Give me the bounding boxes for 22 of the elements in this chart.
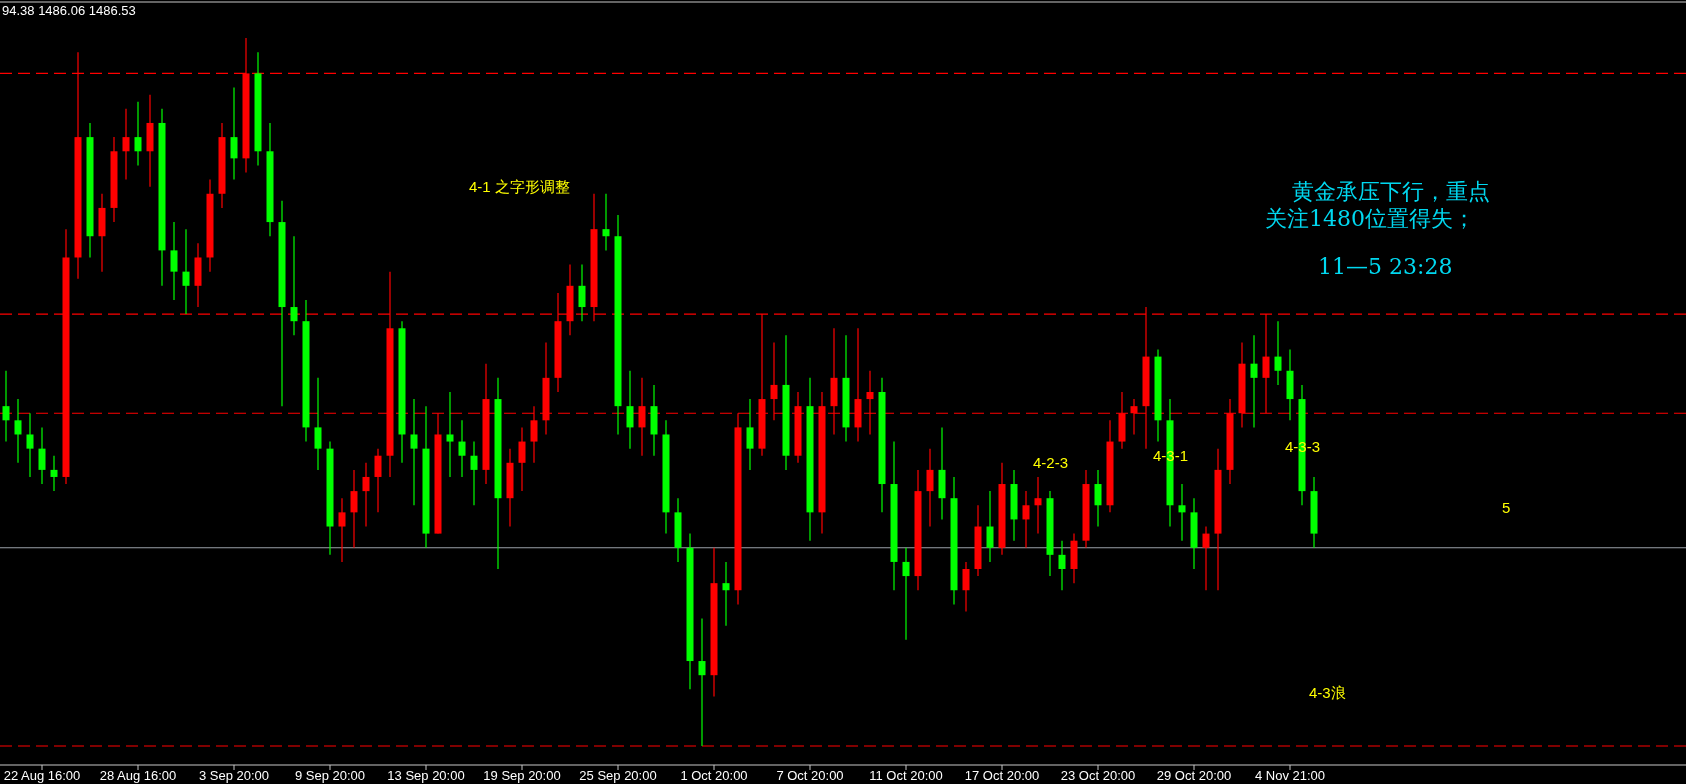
x-tick-label: 22 Aug 16:00 <box>3 768 81 783</box>
annotation: 4-2-3 <box>1033 454 1069 471</box>
annotation: 5 <box>1502 499 1511 516</box>
annotation: 关注1480位置得失； <box>1265 206 1475 231</box>
x-tick-label: 13 Sep 20:00 <box>387 768 465 783</box>
x-tick-label: 7 Oct 20:00 <box>776 768 844 783</box>
x-tick-label: 3 Sep 20:00 <box>198 768 270 783</box>
x-tick-label: 17 Oct 20:00 <box>964 768 1040 783</box>
x-tick-label: 28 Aug 16:00 <box>99 768 177 783</box>
x-tick-label: 11 Oct 20:00 <box>869 768 943 783</box>
x-tick-label: 19 Sep 20:00 <box>483 768 561 783</box>
x-tick-label: 4 Nov 21:00 <box>1254 768 1326 783</box>
annotation: 4-3浪 <box>1309 684 1346 701</box>
annotation: 11—5 23:28 <box>1318 254 1453 279</box>
x-tick-label: 23 Oct 20:00 <box>1060 768 1136 783</box>
annotation: 黄金承压下行，重点 <box>1292 179 1490 204</box>
x-tick-label: 25 Sep 20:00 <box>579 768 657 783</box>
x-tick-label: 29 Oct 20:00 <box>1156 768 1232 783</box>
x-tick-label: 1 Oct 20:00 <box>680 768 748 783</box>
x-tick-label: 9 Sep 20:00 <box>294 768 366 783</box>
annotation: 4-1 之字形调整 <box>469 178 570 195</box>
annotation: 94.38 1486.06 1486.53 <box>2 3 136 18</box>
